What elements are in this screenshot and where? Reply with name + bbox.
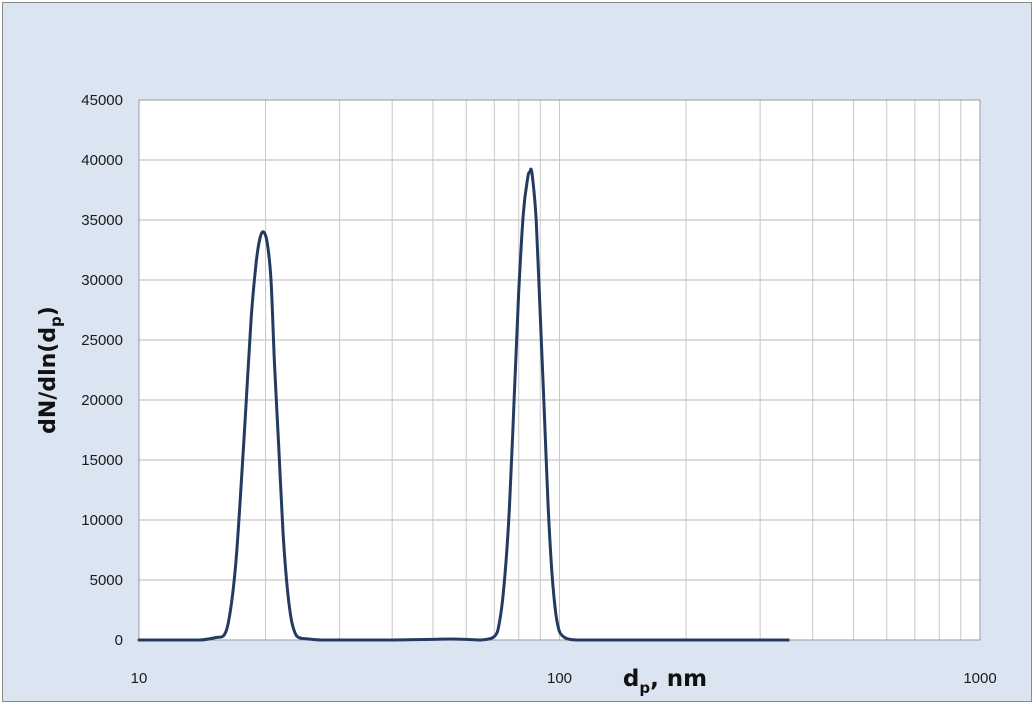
y-tick-label: 15000	[81, 452, 123, 469]
x-tick-label: 100	[547, 670, 572, 687]
y-tick-label: 40000	[81, 152, 123, 169]
y-tick-label: 10000	[81, 512, 123, 529]
x-axis-title: dp, nm	[623, 666, 707, 697]
y-tick-label: 30000	[81, 272, 123, 289]
y-tick-label: 45000	[81, 92, 123, 109]
series-line-0	[137, 167, 790, 642]
y-tick-label: 25000	[81, 332, 123, 349]
y-axis-title: dN/dln(dp)	[36, 306, 65, 434]
y-tick-label: 20000	[81, 392, 123, 409]
x-tick-label: 10	[131, 670, 148, 687]
x-tick-labels: 10 100 1000	[131, 670, 997, 687]
y-tick-label: 0	[115, 632, 123, 649]
plot-area-border	[138, 99, 981, 641]
x-tick-label: 1000	[963, 670, 996, 687]
particle-size-distribution-chart: 0 5000 10000 15000 20000 25000 30000 35000 40000…	[36, 92, 997, 697]
y-tick-label: 5000	[90, 572, 123, 589]
y-tick-labels: 0 5000 10000 15000 20000 25000 30000 35000 40000…	[81, 92, 123, 649]
y-tick-label: 35000	[81, 212, 123, 229]
grid-lines	[138, 99, 981, 641]
series-group	[137, 167, 790, 642]
